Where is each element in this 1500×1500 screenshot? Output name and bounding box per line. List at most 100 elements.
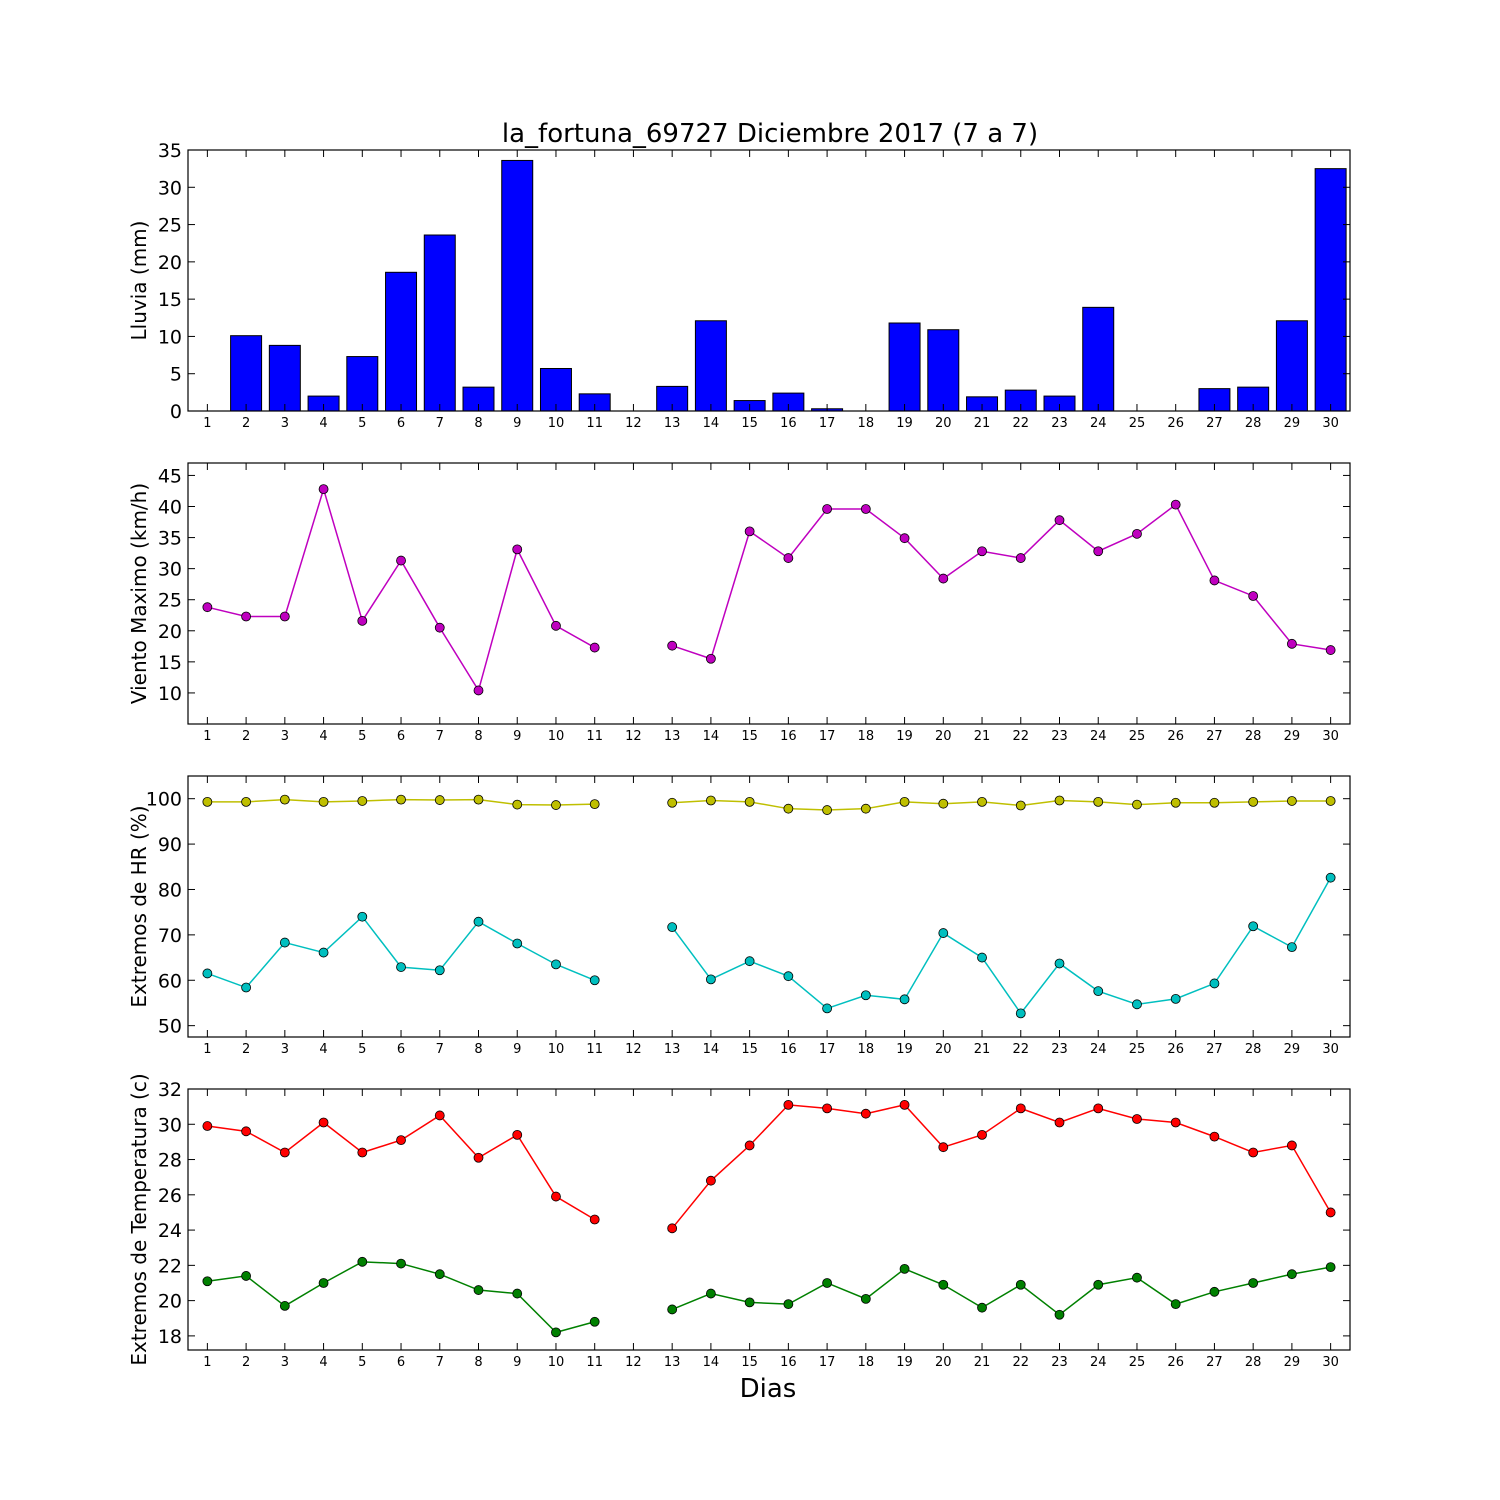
x-tick-label: 27 <box>1206 729 1223 744</box>
wind-point <box>1015 553 1026 563</box>
x-tick-label: 11 <box>586 416 603 431</box>
hr-max-point <box>860 803 871 814</box>
hr-max-point <box>938 798 949 809</box>
rain-bar <box>385 271 418 412</box>
temp-max-point <box>977 1129 987 1140</box>
hr-min-point <box>589 975 600 986</box>
hr-min-point <box>434 965 445 976</box>
rain-bar <box>423 234 456 412</box>
x-tick-label: 19 <box>896 416 913 431</box>
x-tick-label: 12 <box>625 416 642 431</box>
wind-point <box>473 685 484 696</box>
x-tick-label: 24 <box>1090 416 1107 431</box>
y-tick-label: 30 <box>158 177 182 199</box>
x-tick-label: 23 <box>1051 1355 1068 1370</box>
wind-point <box>551 620 561 631</box>
x-tick-label: 24 <box>1090 729 1107 744</box>
temp-min-point <box>1015 1279 1026 1290</box>
temp-max-point <box>1093 1103 1104 1114</box>
x-tick-label: 27 <box>1206 416 1223 431</box>
temp-max-point <box>589 1214 600 1225</box>
hr-max-point <box>706 795 716 806</box>
x-tick-label: 21 <box>974 1355 991 1370</box>
rain-bar <box>346 356 379 412</box>
temp-max-point <box>357 1147 368 1158</box>
x-tick-label: 17 <box>819 1355 836 1370</box>
temp-max-point <box>279 1147 290 1158</box>
temp-max-point <box>667 1223 678 1234</box>
wind-point <box>899 533 910 544</box>
x-tick-label: 3 <box>281 1355 289 1370</box>
x-tick-label: 5 <box>358 1042 366 1057</box>
hr-max-point <box>744 796 755 807</box>
y-tick-label: 25 <box>158 590 182 612</box>
hr-max-point <box>589 799 600 810</box>
wind-point <box>783 553 794 563</box>
y-tick-label: 5 <box>170 364 182 386</box>
x-tick-label: 5 <box>358 1355 366 1370</box>
temp-min-point <box>1248 1278 1259 1288</box>
temp-max-point <box>1170 1117 1181 1128</box>
y-tick-label: 20 <box>158 621 182 643</box>
hr-max-point <box>1093 796 1104 807</box>
y-tick-label: 50 <box>158 1016 182 1038</box>
x-tick-label: 28 <box>1245 729 1262 744</box>
wind-point <box>938 573 949 584</box>
x-tick-label: 5 <box>358 416 366 431</box>
x-tick-label: 4 <box>319 729 327 744</box>
x-tick-label: 8 <box>474 1355 482 1370</box>
hr-min-point <box>1325 872 1336 883</box>
wind-point <box>977 546 987 557</box>
x-tick-label: 14 <box>703 1042 720 1057</box>
hr-min-point <box>1170 993 1181 1004</box>
wind-y-axis-label: Viento Maximo (km/h) <box>127 483 151 704</box>
x-tick-label: 18 <box>858 1042 875 1057</box>
x-tick-label: 8 <box>474 729 482 744</box>
x-tick-label: 17 <box>819 1042 836 1057</box>
hr-min-point <box>1132 999 1142 1010</box>
temp-min-point <box>318 1278 329 1288</box>
x-axis-label: Dias <box>740 1374 797 1404</box>
x-tick-label: 17 <box>819 729 836 744</box>
wind-point <box>241 611 252 622</box>
x-tick-label: 29 <box>1284 416 1301 431</box>
temp-min-point <box>589 1316 600 1327</box>
x-tick-label: 1 <box>203 1042 211 1057</box>
hr-max-point <box>279 794 290 805</box>
temp-min-point <box>1325 1262 1336 1273</box>
x-tick-label: 28 <box>1245 1355 1262 1370</box>
temp-max-point <box>783 1099 794 1110</box>
rain-bar <box>230 335 263 412</box>
hr-max-point <box>783 803 794 814</box>
hr-max-point <box>977 796 987 807</box>
temp-max-point <box>706 1175 716 1186</box>
hr-max-point <box>473 794 484 805</box>
hr-max-point <box>667 797 678 808</box>
x-tick-label: 12 <box>625 729 642 744</box>
y-tick-label: 10 <box>158 326 182 348</box>
temp-min-line <box>671 1266 1331 1316</box>
x-tick-label: 18 <box>858 1355 875 1370</box>
temp-min-point <box>241 1271 252 1281</box>
x-tick-label: 14 <box>703 1355 720 1370</box>
x-tick-label: 28 <box>1245 416 1262 431</box>
rain-bar <box>694 320 727 412</box>
rain-bar <box>888 322 921 412</box>
temp-max-point <box>434 1110 445 1121</box>
temp-min-point <box>1054 1309 1065 1320</box>
x-tick-label: 5 <box>358 729 366 744</box>
temp-min-point <box>202 1276 213 1287</box>
x-tick-label: 9 <box>513 1355 521 1370</box>
y-tick-label: 35 <box>158 140 182 162</box>
hr-min-point <box>318 947 329 958</box>
temp-max-point <box>1132 1114 1142 1124</box>
hr-min-point <box>279 937 290 948</box>
x-tick-label: 7 <box>436 416 444 431</box>
temp-max-point <box>1287 1140 1297 1151</box>
x-tick-label: 22 <box>1012 416 1029 431</box>
wind-point <box>1093 546 1104 557</box>
